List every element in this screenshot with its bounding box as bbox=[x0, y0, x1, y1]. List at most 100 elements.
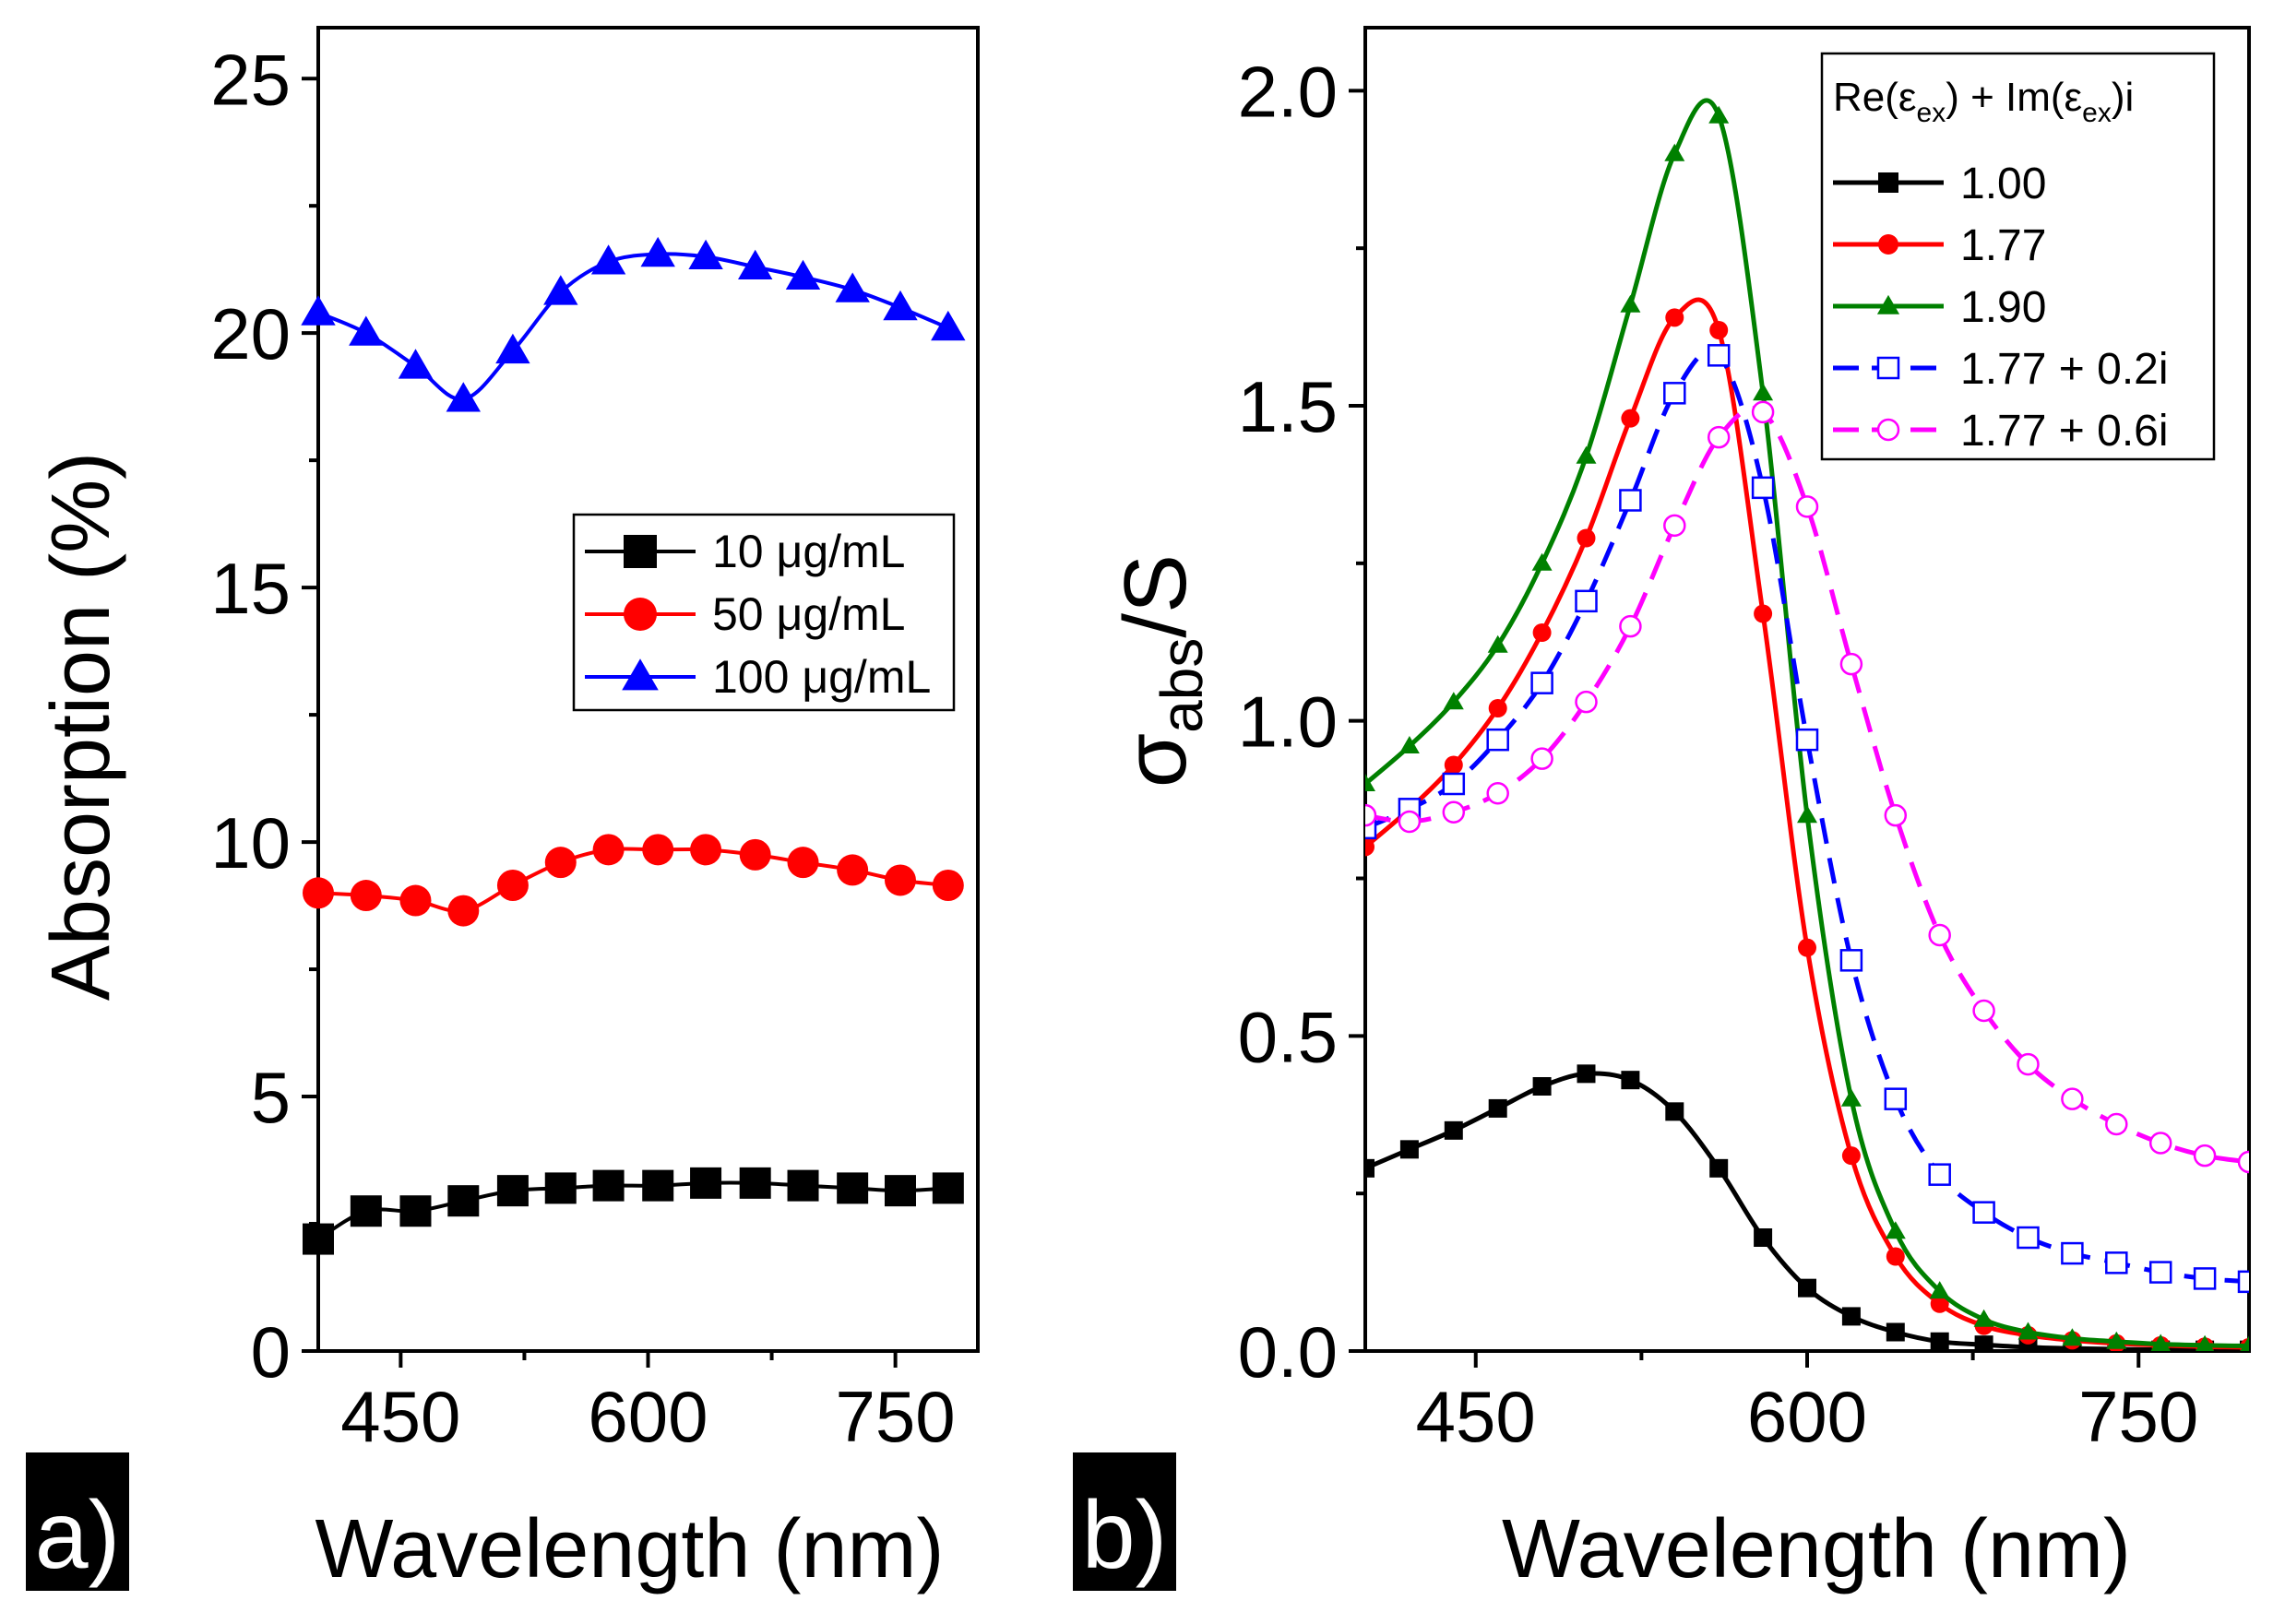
data-point bbox=[2193, 1267, 2217, 1290]
data-point bbox=[1707, 344, 1731, 367]
data-point bbox=[1663, 382, 1686, 405]
data-point bbox=[2193, 1144, 2217, 1168]
data-point bbox=[739, 838, 771, 871]
data-point bbox=[1884, 1087, 1908, 1110]
data-point bbox=[2240, 1335, 2249, 1351]
data-point bbox=[1365, 837, 1375, 857]
data-point bbox=[2105, 1251, 2128, 1274]
data-point bbox=[544, 1172, 577, 1204]
data-point bbox=[1886, 1247, 1905, 1266]
data-point bbox=[1798, 938, 1816, 957]
y-tick-label: 0.0 bbox=[1238, 1311, 1338, 1393]
x-tick-label: 750 bbox=[2078, 1376, 2198, 1457]
data-point bbox=[1486, 728, 1509, 752]
data-point bbox=[1575, 690, 1598, 714]
y-axis-title: σabs/S bbox=[1106, 554, 1215, 788]
data-point bbox=[932, 869, 964, 901]
data-point bbox=[1532, 623, 1552, 642]
x-tick-label: 600 bbox=[588, 1376, 708, 1457]
data-point bbox=[1973, 1309, 1994, 1327]
y-axis-title-tail: /S bbox=[1106, 554, 1205, 638]
y-tick-label: 25 bbox=[210, 39, 291, 120]
data-point bbox=[884, 864, 916, 896]
y-tick-label: 0.5 bbox=[1238, 996, 1338, 1077]
data-point bbox=[1839, 652, 1863, 676]
data-point bbox=[1619, 489, 1642, 512]
data-point bbox=[1575, 589, 1598, 613]
data-point bbox=[1530, 671, 1553, 694]
data-point bbox=[1797, 805, 1817, 824]
legend-title-part: )i bbox=[2112, 75, 2134, 120]
y-tick-label: 15 bbox=[210, 548, 291, 629]
data-point bbox=[1930, 1332, 1949, 1351]
data-point bbox=[1399, 1140, 1419, 1159]
x-tick-label: 750 bbox=[836, 1376, 956, 1457]
data-point bbox=[1398, 736, 1420, 753]
data-point bbox=[2061, 1087, 2084, 1110]
legend-marker bbox=[624, 535, 657, 568]
legend-box bbox=[1820, 52, 2216, 461]
legend-marker bbox=[1876, 418, 1900, 442]
legend-label: 100 μg/mL bbox=[712, 651, 931, 703]
legend-marker bbox=[1878, 172, 1898, 193]
data-point bbox=[837, 854, 869, 886]
data-point bbox=[688, 239, 723, 269]
data-point bbox=[447, 895, 480, 927]
data-point bbox=[1577, 1064, 1596, 1084]
legend-label: 1.90 bbox=[1960, 283, 2046, 332]
data-point bbox=[1929, 1281, 1950, 1299]
data-point bbox=[1795, 495, 1819, 518]
data-point bbox=[738, 249, 773, 279]
data-point bbox=[1621, 409, 1640, 428]
data-point bbox=[1798, 1278, 1816, 1298]
panel-label: a) bbox=[35, 1482, 120, 1589]
legend-title: Re(εex) + Im(εex)i bbox=[1833, 75, 2134, 128]
data-point bbox=[1442, 772, 1466, 796]
y-tick-label: 2.0 bbox=[1238, 51, 1338, 132]
data-point bbox=[1365, 1158, 1375, 1178]
data-point bbox=[495, 333, 530, 364]
data-point bbox=[1665, 1102, 1684, 1121]
panel-label-background bbox=[1073, 1452, 1176, 1591]
data-point bbox=[2062, 1328, 2083, 1346]
data-point bbox=[1885, 1221, 1906, 1239]
data-point bbox=[1442, 800, 1466, 824]
legend-marker bbox=[1878, 234, 1898, 255]
series-3 bbox=[301, 236, 966, 412]
data-point bbox=[1531, 552, 1553, 571]
data-point bbox=[1398, 810, 1422, 834]
data-point bbox=[1619, 614, 1642, 638]
data-point bbox=[837, 1172, 869, 1204]
data-point bbox=[543, 275, 578, 305]
y-axis-title-main: σ bbox=[1106, 733, 1205, 788]
data-point bbox=[446, 382, 481, 412]
legend-title-part: ) + Im(ε bbox=[1946, 75, 2082, 120]
y-tick-label: 20 bbox=[210, 293, 291, 374]
data-point bbox=[2148, 1261, 2172, 1284]
data-point bbox=[2196, 1334, 2215, 1351]
data-point bbox=[350, 880, 382, 912]
data-point bbox=[1365, 816, 1377, 840]
y-tick-label: 1.5 bbox=[1238, 366, 1338, 447]
series-4 bbox=[1365, 344, 2249, 1294]
legend-label: 1.77 + 0.2i bbox=[1960, 345, 2169, 394]
data-point bbox=[1841, 1307, 1861, 1326]
y-axis-title-subscript: abs bbox=[1148, 638, 1215, 733]
data-point bbox=[1443, 692, 1464, 710]
data-point bbox=[787, 1169, 819, 1202]
data-point bbox=[303, 877, 334, 909]
data-point bbox=[350, 1195, 382, 1227]
data-point bbox=[785, 259, 821, 290]
data-point bbox=[1974, 1335, 1993, 1351]
data-point bbox=[690, 1167, 722, 1199]
panel-label: b) bbox=[1082, 1482, 1167, 1589]
legend-label: 50 μg/mL bbox=[712, 588, 905, 640]
data-point bbox=[1663, 514, 1686, 538]
data-point bbox=[1486, 782, 1509, 805]
data-point bbox=[1709, 321, 1729, 339]
legend: Re(εex) + Im(εex)i1.001.771.901.77 + 0.2… bbox=[1820, 52, 2216, 461]
data-point bbox=[1576, 445, 1597, 464]
panel-b-cross-section-chart: 450 600 750 0.0 0.5 1.0 1.5 2.0 Wavelength (nm) σ… bbox=[1073, 26, 2251, 1595]
data-point bbox=[496, 1175, 529, 1207]
data-point bbox=[640, 236, 675, 267]
